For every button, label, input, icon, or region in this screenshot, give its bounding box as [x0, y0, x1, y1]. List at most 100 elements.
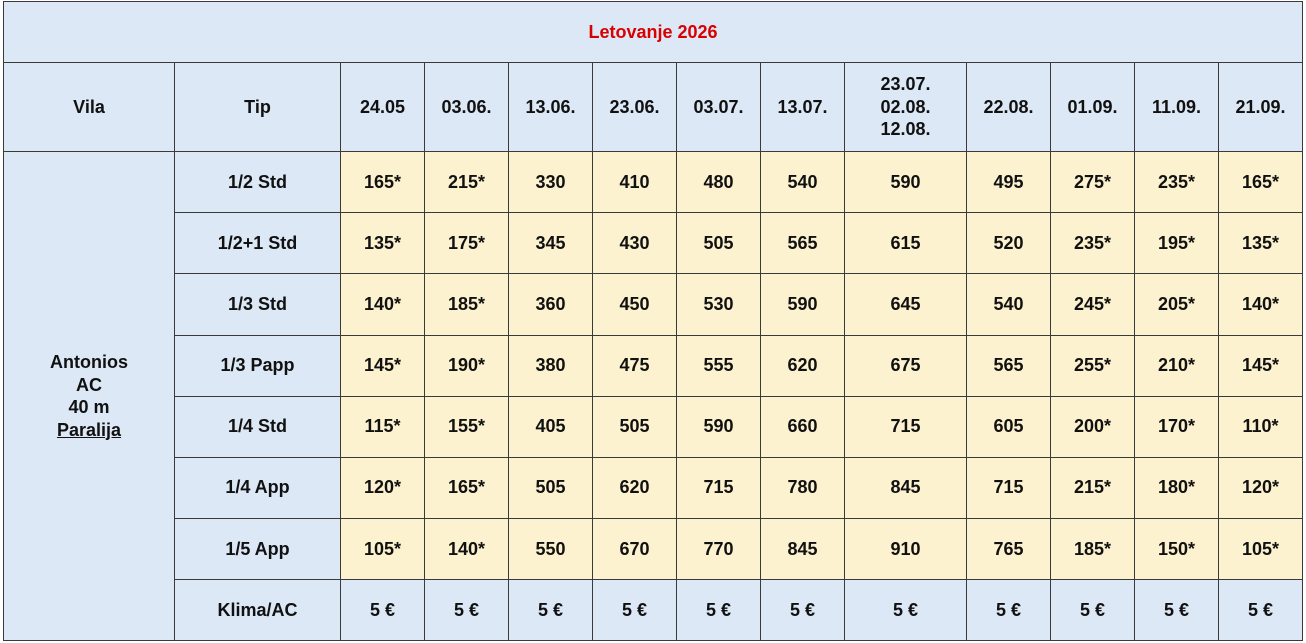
price-cell: 255* — [1050, 334, 1135, 397]
price-cell: 215* — [1050, 456, 1135, 519]
price-cell: 505 — [592, 395, 677, 458]
price-cell: 120* — [340, 456, 425, 519]
price-cell: 170* — [1134, 395, 1219, 458]
villa-cell: Antonios AC 40 m Paralija — [3, 151, 175, 641]
header-date-0: 24.05 — [340, 62, 425, 153]
price-cell: 360 — [508, 273, 593, 336]
price-cell: 185* — [1050, 517, 1135, 580]
price-cell: 345 — [508, 212, 593, 275]
klima-price-cell: 5 € — [844, 578, 967, 642]
price-cell: 135* — [1217, 212, 1304, 275]
klima-price-cell: 5 € — [760, 578, 845, 642]
price-cell: 910 — [844, 517, 967, 580]
title-row: Letovanje 2026 — [2, 0, 1304, 64]
header-date-2: 13.06. — [508, 62, 593, 153]
price-cell: 205* — [1134, 273, 1219, 336]
price-cell: 150* — [1134, 517, 1219, 580]
table-row: 1/4 App 120* 165* 505 620 715 780 845 715 215* 180… — [4, 456, 1304, 519]
price-cell: 330 — [508, 151, 593, 214]
klima-label: Klima/AC — [174, 578, 341, 642]
price-cell: 505 — [508, 456, 593, 519]
price-cell: 620 — [592, 456, 677, 519]
table-title-cell: Letovanje 2026 — [2, 0, 1304, 64]
price-cell: 145* — [340, 334, 425, 397]
klima-price-cell: 5 € — [966, 578, 1051, 642]
room-type-cell: 1/2 Std — [174, 151, 341, 214]
price-cell: 140* — [340, 273, 425, 336]
header-date-8: 01.09. — [1050, 62, 1135, 153]
villa-ac: AC — [76, 374, 102, 395]
header-date-1: 03.06. — [424, 62, 509, 153]
header-date-line: 12.08. — [880, 119, 931, 140]
price-cell: 195* — [1134, 212, 1219, 275]
price-cell: 105* — [1217, 517, 1304, 580]
price-cell: 430 — [592, 212, 677, 275]
room-type-cell: 1/3 Papp — [174, 334, 341, 397]
price-cell: 480 — [676, 151, 761, 214]
table-row: 1/4 Std 115* 155* 405 505 590 660 715 605 200* 170… — [4, 395, 1304, 458]
price-cell: 200* — [1050, 395, 1135, 458]
room-type-cell: 1/2+1 Std — [174, 212, 341, 275]
price-cell: 165* — [424, 456, 509, 519]
price-cell: 530 — [676, 273, 761, 336]
price-cell: 275* — [1050, 151, 1135, 214]
price-cell: 505 — [676, 212, 761, 275]
price-cell: 780 — [760, 456, 845, 519]
klima-price-cell: 5 € — [1217, 578, 1304, 642]
villa-distance: 40 m — [68, 397, 110, 418]
room-type-cell: 1/4 Std — [174, 395, 341, 458]
price-cell: 450 — [592, 273, 677, 336]
price-cell: 145* — [1217, 334, 1304, 397]
price-cell: 715 — [966, 456, 1051, 519]
price-cell: 140* — [1217, 273, 1304, 336]
price-cell: 405 — [508, 395, 593, 458]
price-cell: 845 — [844, 456, 967, 519]
klima-price-cell: 5 € — [424, 578, 509, 642]
price-cell: 590 — [760, 273, 845, 336]
room-type-cell: 1/4 App — [174, 456, 341, 519]
price-cell: 550 — [508, 517, 593, 580]
header-vila: Vila — [3, 62, 175, 153]
price-cell: 715 — [844, 395, 967, 458]
klima-price-cell: 5 € — [340, 578, 425, 642]
price-cell: 660 — [760, 395, 845, 458]
price-cell: 590 — [676, 395, 761, 458]
header-date-5: 13.07. — [760, 62, 845, 153]
table-row: 1/3 Papp 145* 190* 380 475 555 620 675 565 255* 21… — [4, 334, 1304, 397]
price-cell: 115* — [340, 395, 425, 458]
price-cell: 770 — [676, 517, 761, 580]
table-row: Antonios AC 40 m Paralija 1/2 Std 165* 215* 330… — [3, 151, 1304, 641]
klima-price-cell: 5 € — [592, 578, 677, 642]
price-cell: 605 — [966, 395, 1051, 458]
price-cell: 555 — [676, 334, 761, 397]
price-cell: 140* — [424, 517, 509, 580]
klima-price-cell: 5 € — [1050, 578, 1135, 642]
price-cell: 410 — [592, 151, 677, 214]
header-date-3: 23.06. — [592, 62, 677, 153]
header-date-9: 11.09. — [1134, 62, 1219, 153]
header-tip: Tip — [174, 62, 341, 153]
price-cell: 380 — [508, 334, 593, 397]
price-cell: 105* — [340, 517, 425, 580]
price-cell: 565 — [760, 212, 845, 275]
klima-price-cell: 5 € — [676, 578, 761, 642]
price-cell: 165* — [1217, 151, 1304, 214]
price-cell: 210* — [1134, 334, 1219, 397]
header-row: Vila Tip 24.05 03.06. 13.06. 23.06. 03.07. 13… — [3, 62, 1304, 153]
price-cell: 175* — [424, 212, 509, 275]
price-cell: 190* — [424, 334, 509, 397]
villa-location-link[interactable]: Paralija — [56, 419, 122, 440]
header-date-line: 02.08. — [880, 96, 931, 117]
price-cell: 110* — [1217, 395, 1304, 458]
price-cell: 845 — [760, 517, 845, 580]
price-cell: 620 — [760, 334, 845, 397]
header-date-line: 23.07. — [880, 74, 931, 95]
table-title: Letovanje 2026 — [588, 21, 718, 42]
price-cell: 645 — [844, 273, 967, 336]
klima-price-cell: 5 € — [508, 578, 593, 642]
price-cell: 155* — [424, 395, 509, 458]
price-cell: 120* — [1217, 456, 1304, 519]
table-row: 1/2+1 Std 135* 175* 345 430 505 565 615 520 235* 1… — [4, 212, 1304, 275]
